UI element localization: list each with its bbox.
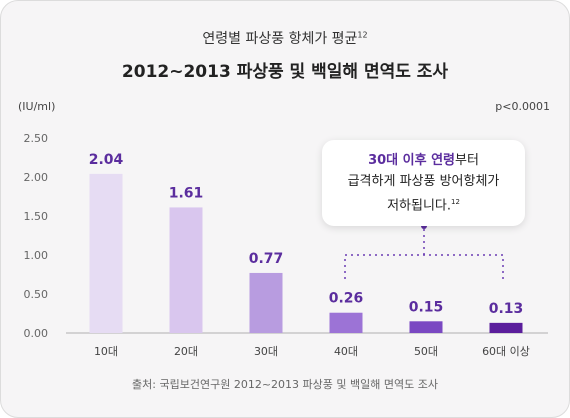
x-category-label: 10대 [94, 345, 118, 358]
y-tick-label: 0.50 [24, 288, 49, 301]
y-tick-label: 0.00 [24, 327, 49, 340]
x-category-label: 50대 [414, 345, 438, 358]
y-tick-label: 2.50 [24, 132, 49, 145]
bar-value-label: 2.04 [89, 152, 124, 168]
bar-value-label: 0.26 [329, 291, 364, 307]
callout-line2: 급격하게 파상풍 방어항체가 [347, 174, 500, 189]
y-tick-label: 1.00 [24, 249, 49, 262]
callout-line1-rest: 부터 [455, 153, 479, 168]
bar-value-label: 0.13 [489, 301, 524, 317]
x-category-label: 40대 [334, 345, 358, 358]
y-tick-label: 1.50 [24, 210, 49, 223]
x-category-label: 30대 [254, 345, 278, 358]
significance-annotation: p<0.0001 [495, 100, 550, 113]
bar-value-label: 1.61 [169, 185, 204, 201]
bar [169, 207, 203, 333]
chart-subtitle: 연령별 파상풍 항체가 평균12 [202, 30, 368, 47]
source-note: 출처: 국립보건연구원 2012~2013 파상풍 및 백일해 면역도 조사 [132, 378, 438, 391]
bar [89, 173, 123, 333]
x-category-label: 20대 [174, 345, 198, 358]
bar [409, 321, 443, 333]
bar [489, 322, 523, 333]
callout-highlight: 30대 이후 연령 [368, 153, 456, 168]
y-axis-label: (IU/ml) [18, 100, 55, 113]
x-category-label: 60대 이상 [482, 345, 530, 358]
bar [329, 312, 363, 333]
bar-value-label: 0.77 [249, 251, 284, 267]
callout-line3: 저하됩니다. [387, 198, 451, 214]
subtitle-reference: 12 [357, 30, 368, 40]
chart-title: 2012~2013 파상풍 및 백일해 면역도 조사 [121, 62, 449, 82]
bar [249, 272, 283, 333]
bar-value-label: 0.15 [409, 299, 444, 315]
callout-bracket [344, 254, 504, 279]
callout-box: 30대 이후 연령부터 급격하게 파상풍 방어항체가 저하됩니다.12 [322, 140, 525, 226]
callout-reference: 12 [451, 198, 460, 206]
y-tick-label: 2.00 [24, 171, 49, 184]
